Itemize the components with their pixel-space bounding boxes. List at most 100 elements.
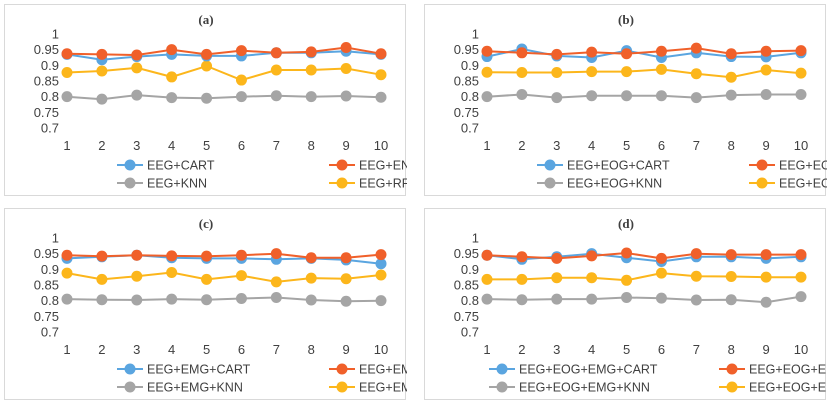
chart-b-legend-marker (544, 159, 556, 171)
chart-d-data-point (481, 293, 493, 305)
chart-c-data-point (235, 292, 247, 304)
chart-d-xtick-label: 10 (794, 342, 808, 357)
chart-b-legend-entry: EEG+EOG+ENS (749, 159, 827, 173)
chart-c-data-point (270, 292, 282, 304)
chart-d-data-point (690, 248, 702, 260)
chart-d-data-point (621, 274, 633, 286)
chart-d-series-line (486, 251, 801, 260)
chart-d-data-point (516, 273, 528, 285)
chart-b-data-point (551, 92, 563, 104)
chart-c-legend-entry: EEG+EMG+ENS (329, 363, 407, 377)
chart-d-xtick-label: 6 (658, 342, 665, 357)
chart-b-data-point (690, 68, 702, 80)
chart-b-xtick-label: 9 (762, 138, 769, 153)
chart-b-series-line (486, 68, 802, 79)
chart-b-data-point (516, 67, 528, 79)
chart-a-xtick-label: 5 (203, 138, 210, 153)
chart-panel-b: (b) 0.7 0.75 0.8 0.85 0.9 0.95 1 1 2 3 4 5 6 7 8 9 10 EEG+… (424, 4, 827, 196)
chart-c-data-point (375, 249, 387, 261)
chart-c-legend-entry: EEG+EMG+KNN (117, 381, 243, 395)
chart-a-legend-marker (124, 177, 136, 189)
chart-d-xtick-label: 9 (762, 342, 769, 357)
chart-a-data-point (166, 44, 178, 56)
chart-c-xtick-label: 9 (342, 342, 349, 357)
chart-d-data-point (795, 291, 807, 303)
chart-d-ytick-label: 0.75 (454, 309, 479, 324)
chart-b-legend-entry: EEG+EOG+RF (749, 177, 827, 191)
chart-b-series-line (486, 93, 801, 99)
chart-a-data-point (201, 60, 213, 72)
chart-a-ytick-label: 0.85 (34, 74, 59, 89)
chart-b-xtick-label: 8 (728, 138, 735, 153)
chart-c-data-point (235, 270, 247, 282)
chart-c-data-point (340, 273, 352, 285)
chart-c-data-point (270, 276, 282, 288)
chart-d-xtick-label: 2 (518, 342, 525, 357)
chart-c-legend-label: EEG+EMG+KNN (147, 381, 243, 395)
chart-c-ytick-label: 0.9 (41, 262, 59, 277)
chart-c-data-point (201, 250, 213, 262)
chart-d-data-point (655, 267, 667, 279)
chart-a-ytick-label: 0.7 (41, 121, 59, 136)
chart-d-data-point (760, 249, 772, 261)
chart-d-legend-entry: EEG+EOG+EMG+KNN (489, 381, 650, 395)
chart-b-data-point (516, 88, 528, 100)
chart-d-ytick-label: 0.7 (461, 325, 479, 340)
chart-c-legend-entry: EEG+EMG+CART (117, 363, 251, 377)
chart-a-xtick-label: 7 (273, 138, 280, 153)
chart-c-data-point (340, 252, 352, 264)
chart-c-ytick-label: 1 (52, 231, 59, 246)
chart-c-data-point (96, 294, 108, 306)
chart-c-series-line (66, 296, 382, 303)
chart-d-data-point (760, 271, 772, 283)
chart-d-ytick-label: 0.85 (454, 278, 479, 293)
chart-b-data-point (690, 42, 702, 54)
chart-a-ytick-label: 0.95 (34, 42, 59, 57)
chart-a-data-point (235, 74, 247, 86)
chart-b-legend-marker (756, 159, 768, 171)
chart-c-legend-marker (336, 381, 348, 393)
chart-d-series-line (487, 272, 801, 282)
chart-c-xtick-label: 1 (63, 342, 70, 357)
chart-b-xtick-label: 6 (658, 138, 665, 153)
chart-a-legend-marker (336, 159, 348, 171)
chart-b-data-point (760, 64, 772, 76)
chart-c-ytick-label: 0.85 (34, 278, 59, 293)
chart-c-xtick-label: 10 (374, 342, 388, 357)
chart-a-ytick-label: 0.9 (41, 58, 59, 73)
chart-a-series-line (66, 94, 382, 101)
chart-panel-c: (c) 0.7 0.75 0.8 0.85 0.9 0.95 1 1 2 3 4 5 6 7 8 9 10 EEG+… (4, 208, 407, 400)
chart-a-data-point (131, 89, 143, 101)
chart-b-data-point (481, 45, 493, 57)
chart-c-xtick-label: 3 (133, 342, 140, 357)
chart-c-series-line (66, 271, 382, 283)
chart-a-data-point (375, 69, 387, 81)
chart-d-data-point (481, 273, 493, 285)
chart-a-legend-label: EEG+CART (147, 159, 215, 173)
chart-a-data-point (131, 62, 143, 74)
chart-b-data-point (621, 66, 633, 78)
chart-d-data-point (690, 270, 702, 282)
chart-b-legend-marker (756, 177, 768, 189)
chart-b-legend-label: EEG+EOG+KNN (567, 177, 662, 191)
chart-b-xtick-label: 3 (553, 138, 560, 153)
chart-b-ytick-label: 0.9 (461, 58, 479, 73)
chart-a-data-point (201, 48, 213, 60)
chart-b-data-point (760, 45, 772, 57)
chart-c-xtick-label: 5 (203, 342, 210, 357)
chart-d-xtick-label: 4 (588, 342, 595, 357)
chart-a-data-point (61, 48, 73, 60)
chart-b-xtick-label: 2 (518, 138, 525, 153)
chart-d-series-line (486, 295, 802, 304)
chart-c-data-point (131, 249, 143, 261)
chart-d-data-point (586, 293, 598, 305)
chart-d-data-point (621, 292, 633, 304)
chart-a-xtick-label: 2 (98, 138, 105, 153)
chart-b-data-point (481, 91, 493, 103)
chart-b-legend-label: EEG+EOG+ENS (779, 159, 827, 173)
chart-a-xtick-label: 4 (168, 138, 175, 153)
chart-d-data-point (725, 271, 737, 283)
chart-a-data-point (270, 90, 282, 102)
chart-d-legend-marker (726, 381, 738, 393)
